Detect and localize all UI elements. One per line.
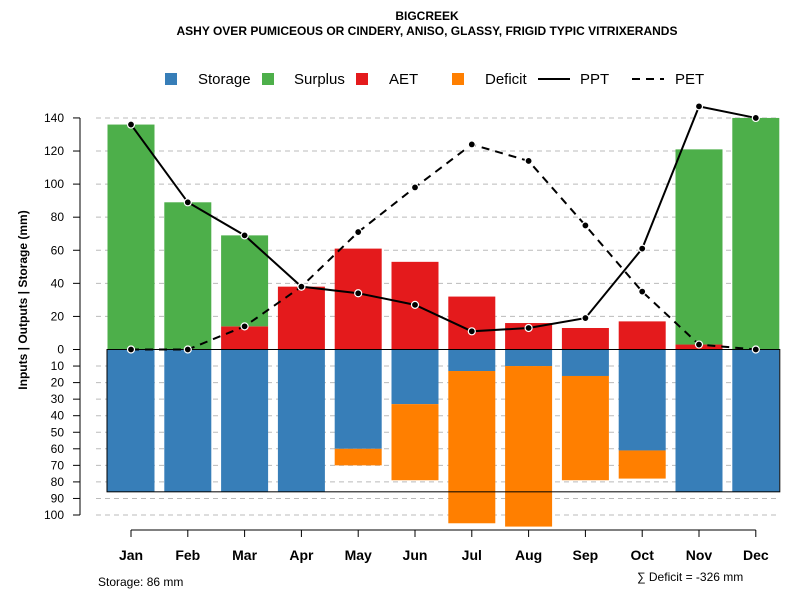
y-tick-label: 40 bbox=[51, 276, 65, 290]
deficit-bar bbox=[561, 375, 609, 481]
x-tick-label: Sep bbox=[573, 547, 599, 563]
deficit-bar bbox=[448, 371, 496, 524]
storage-note: Storage: 86 mm bbox=[98, 575, 184, 589]
surplus-bar bbox=[732, 117, 780, 350]
y-tick-label: 50 bbox=[51, 425, 65, 439]
deficit-bar bbox=[334, 448, 382, 466]
pet-point bbox=[126, 345, 136, 354]
ppt-point bbox=[524, 323, 533, 333]
x-tick-label: Mar bbox=[232, 547, 257, 563]
ppt-point bbox=[240, 231, 249, 240]
x-tick-label: Feb bbox=[175, 547, 200, 563]
pet-point bbox=[354, 227, 363, 237]
ppt-point bbox=[467, 327, 476, 336]
deficit-bar bbox=[618, 450, 666, 479]
legend-label-aet: AET bbox=[389, 71, 419, 88]
y-tick-label: 60 bbox=[51, 442, 65, 456]
storage-bar bbox=[164, 349, 212, 492]
pet-point bbox=[524, 156, 533, 166]
x-tick-label: Dec bbox=[743, 547, 769, 563]
y-axis-label: Inputs | Outputs | Storage (mm) bbox=[16, 210, 30, 389]
storage-bar bbox=[675, 349, 723, 492]
ppt-point bbox=[183, 198, 192, 207]
aet-bar bbox=[334, 248, 382, 350]
x-tick-label: Jul bbox=[462, 547, 482, 563]
y-tick-label: 140 bbox=[44, 111, 64, 125]
pet-point bbox=[638, 287, 647, 296]
legend-swatch-surplus bbox=[262, 73, 274, 85]
x-tick-label: Apr bbox=[289, 547, 314, 563]
pet-point bbox=[694, 340, 704, 349]
y-tick-label: 80 bbox=[51, 210, 65, 224]
surplus-bar bbox=[675, 149, 723, 345]
storage-bar bbox=[561, 349, 609, 376]
legend-label-pet: PET bbox=[675, 71, 705, 88]
deficit-bar bbox=[391, 404, 439, 481]
x-tick-label: May bbox=[345, 547, 372, 563]
aet-bar bbox=[277, 286, 325, 350]
y-tick-label: 70 bbox=[51, 458, 65, 472]
y-tick-label: 80 bbox=[51, 475, 65, 489]
surplus-bar bbox=[164, 202, 212, 350]
x-tick-label: Jan bbox=[119, 547, 143, 563]
x-tick-label: Aug bbox=[515, 547, 542, 563]
deficit-note: ∑ Deficit = -326 mm bbox=[637, 570, 744, 584]
y-tick-label: 100 bbox=[44, 508, 64, 522]
storage-bar bbox=[448, 349, 496, 372]
storage-bar bbox=[391, 349, 439, 405]
pet-point bbox=[240, 322, 249, 331]
storage-bar bbox=[505, 349, 553, 367]
x-tick-label: Oct bbox=[631, 547, 655, 563]
x-tick-label: Jun bbox=[403, 547, 428, 563]
ppt-point bbox=[354, 289, 363, 298]
ppt-point bbox=[126, 120, 136, 129]
y-tick-label: 20 bbox=[51, 376, 65, 390]
legend-label-surplus: Surplus bbox=[294, 71, 345, 88]
legend-label-storage: Storage bbox=[198, 71, 251, 88]
legend-swatch-aet bbox=[356, 73, 368, 85]
ppt-point bbox=[751, 113, 760, 123]
aet-bar bbox=[561, 327, 609, 350]
y-tick-label: 10 bbox=[51, 359, 65, 373]
pet-point bbox=[467, 140, 476, 149]
y-tick-label: 40 bbox=[51, 409, 65, 423]
ppt-line bbox=[130, 105, 756, 333]
y-tick-label: 100 bbox=[44, 177, 64, 191]
storage-bar bbox=[618, 349, 666, 451]
storage-bar bbox=[334, 349, 382, 449]
deficit-bar bbox=[505, 366, 553, 527]
legend-label-ppt: PPT bbox=[580, 71, 610, 88]
y-tick-label: 60 bbox=[51, 243, 65, 257]
aet-bar bbox=[618, 321, 666, 350]
x-tick-label: Nov bbox=[686, 547, 713, 563]
y-tick-label: 90 bbox=[51, 491, 65, 505]
pet-point bbox=[183, 345, 192, 354]
legend-label-deficit: Deficit bbox=[485, 71, 527, 88]
pet-point bbox=[581, 221, 590, 230]
ppt-point bbox=[410, 300, 420, 309]
ppt-point bbox=[581, 313, 590, 323]
pet-point bbox=[410, 183, 420, 192]
legend-swatch-storage bbox=[165, 73, 177, 85]
storage-bar bbox=[732, 349, 780, 492]
chart-title: BIGCREEK bbox=[395, 9, 459, 23]
pet-point bbox=[751, 345, 760, 354]
surplus-bar bbox=[107, 124, 155, 350]
y-tick-label: 30 bbox=[51, 392, 65, 406]
storage-bar bbox=[221, 349, 269, 492]
storage-bar bbox=[107, 349, 155, 492]
ppt-point bbox=[638, 244, 647, 253]
legend-swatch-deficit bbox=[452, 73, 464, 85]
ppt-point bbox=[297, 282, 306, 291]
y-tick-label: 0 bbox=[57, 343, 64, 357]
ppt-point bbox=[694, 102, 704, 111]
chart-subtitle: ASHY OVER PUMICEOUS OR CINDERY, ANISO, G… bbox=[176, 24, 678, 38]
storage-bar bbox=[277, 349, 325, 492]
y-tick-label: 120 bbox=[44, 144, 64, 158]
y-tick-label: 20 bbox=[51, 309, 65, 323]
